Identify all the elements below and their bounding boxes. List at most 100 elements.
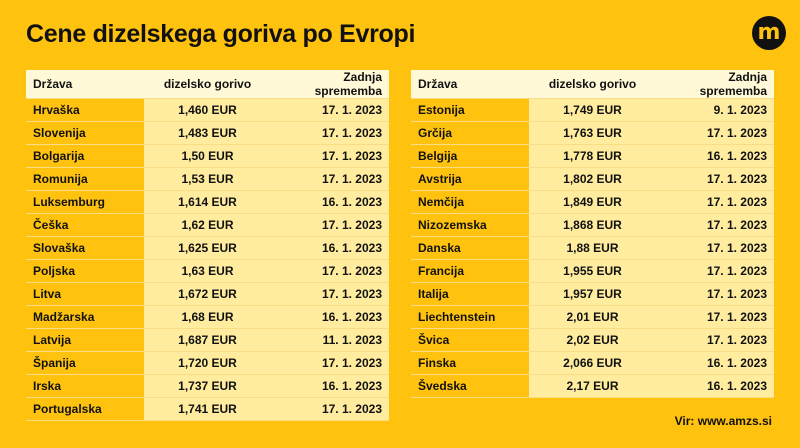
country-cell: Bolgarija (26, 145, 144, 168)
diesel-price-cell: 1,50 EUR (144, 145, 271, 168)
table-row: Nemčija 1,849 EUR 17. 1. 2023 (411, 191, 774, 214)
diesel-price-cell: 1,763 EUR (529, 122, 656, 145)
country-cell: Grčija (411, 122, 529, 145)
table-header-row: Država dizelsko gorivo Zadnja sprememba (26, 70, 389, 99)
diesel-price-cell: 1,741 EUR (144, 398, 271, 421)
country-cell: Luksemburg (26, 191, 144, 214)
country-cell: Švica (411, 329, 529, 352)
country-cell: Španija (26, 352, 144, 375)
last-change-cell: 17. 1. 2023 (656, 283, 774, 306)
last-change-cell: 17. 1. 2023 (656, 168, 774, 191)
source-credit: Vir: www.amzs.si (674, 414, 772, 428)
table-row: Nizozemska 1,868 EUR 17. 1. 2023 (411, 214, 774, 237)
column-header-last-change: Zadnja sprememba (656, 70, 774, 99)
column-header-last-change: Zadnja sprememba (271, 70, 389, 99)
table-row: Irska 1,737 EUR 16. 1. 2023 (26, 375, 389, 398)
diesel-price-cell: 1,802 EUR (529, 168, 656, 191)
last-change-cell: 17. 1. 2023 (271, 283, 389, 306)
column-header-diesel: dizelsko gorivo (144, 70, 271, 99)
table-row: Avstrija 1,802 EUR 17. 1. 2023 (411, 168, 774, 191)
country-cell: Slovenija (26, 122, 144, 145)
table-row: Slovenija 1,483 EUR 17. 1. 2023 (26, 122, 389, 145)
table-row: Danska 1,88 EUR 17. 1. 2023 (411, 237, 774, 260)
last-change-cell: 17. 1. 2023 (656, 329, 774, 352)
table-row: Romunija 1,53 EUR 17. 1. 2023 (26, 168, 389, 191)
last-change-cell: 16. 1. 2023 (271, 306, 389, 329)
diesel-price-cell: 1,868 EUR (529, 214, 656, 237)
table-row: Grčija 1,763 EUR 17. 1. 2023 (411, 122, 774, 145)
table-row: Poljska 1,63 EUR 17. 1. 2023 (26, 260, 389, 283)
last-change-cell: 17. 1. 2023 (271, 168, 389, 191)
last-change-cell: 16. 1. 2023 (271, 237, 389, 260)
country-cell: Francija (411, 260, 529, 283)
price-table-left: Država dizelsko gorivo Zadnja sprememba … (26, 70, 389, 421)
country-cell: Italija (411, 283, 529, 306)
table-row: Češka 1,62 EUR 17. 1. 2023 (26, 214, 389, 237)
diesel-price-cell: 2,01 EUR (529, 306, 656, 329)
last-change-cell: 17. 1. 2023 (271, 122, 389, 145)
table-row: Finska 2,066 EUR 16. 1. 2023 (411, 352, 774, 375)
table-row: Belgija 1,778 EUR 16. 1. 2023 (411, 145, 774, 168)
table-header-row: Država dizelsko gorivo Zadnja sprememba (411, 70, 774, 99)
diesel-price-cell: 1,957 EUR (529, 283, 656, 306)
country-cell: Romunija (26, 168, 144, 191)
diesel-price-cell: 1,849 EUR (529, 191, 656, 214)
table-row: Liechtenstein 2,01 EUR 17. 1. 2023 (411, 306, 774, 329)
diesel-price-cell: 1,62 EUR (144, 214, 271, 237)
table-row: Španija 1,720 EUR 17. 1. 2023 (26, 352, 389, 375)
last-change-cell: 17. 1. 2023 (271, 99, 389, 122)
table-row: Italija 1,957 EUR 17. 1. 2023 (411, 283, 774, 306)
last-change-cell: 17. 1. 2023 (656, 260, 774, 283)
table-row: Švedska 2,17 EUR 16. 1. 2023 (411, 375, 774, 398)
diesel-price-cell: 1,778 EUR (529, 145, 656, 168)
country-cell: Švedska (411, 375, 529, 398)
brand-logo: m (752, 16, 786, 50)
diesel-price-cell: 1,625 EUR (144, 237, 271, 260)
diesel-price-cell: 1,720 EUR (144, 352, 271, 375)
table-row: Francija 1,955 EUR 17. 1. 2023 (411, 260, 774, 283)
column-header-country: Država (26, 70, 144, 99)
table-row: Švica 2,02 EUR 17. 1. 2023 (411, 329, 774, 352)
last-change-cell: 16. 1. 2023 (271, 191, 389, 214)
diesel-price-cell: 1,53 EUR (144, 168, 271, 191)
last-change-cell: 17. 1. 2023 (271, 352, 389, 375)
country-cell: Portugalska (26, 398, 144, 421)
column-header-country: Država (411, 70, 529, 99)
table-row: Estonija 1,749 EUR 9. 1. 2023 (411, 99, 774, 122)
country-cell: Finska (411, 352, 529, 375)
diesel-price-cell: 1,749 EUR (529, 99, 656, 122)
country-cell: Liechtenstein (411, 306, 529, 329)
table-row: Slovaška 1,625 EUR 16. 1. 2023 (26, 237, 389, 260)
last-change-cell: 16. 1. 2023 (656, 145, 774, 168)
diesel-price-cell: 1,672 EUR (144, 283, 271, 306)
price-table-right: Država dizelsko gorivo Zadnja sprememba … (411, 70, 774, 398)
country-cell: Nemčija (411, 191, 529, 214)
table-row: Hrvaška 1,460 EUR 17. 1. 2023 (26, 99, 389, 122)
country-cell: Estonija (411, 99, 529, 122)
country-cell: Latvija (26, 329, 144, 352)
country-cell: Slovaška (26, 237, 144, 260)
table-row: Luksemburg 1,614 EUR 16. 1. 2023 (26, 191, 389, 214)
table-row: Latvija 1,687 EUR 11. 1. 2023 (26, 329, 389, 352)
last-change-cell: 16. 1. 2023 (656, 375, 774, 398)
last-change-cell: 17. 1. 2023 (271, 260, 389, 283)
column-header-diesel: dizelsko gorivo (529, 70, 656, 99)
table-row: Portugalska 1,741 EUR 17. 1. 2023 (26, 398, 389, 421)
country-cell: Danska (411, 237, 529, 260)
diesel-price-cell: 1,63 EUR (144, 260, 271, 283)
country-cell: Nizozemska (411, 214, 529, 237)
last-change-cell: 17. 1. 2023 (656, 306, 774, 329)
table-row: Litva 1,672 EUR 17. 1. 2023 (26, 283, 389, 306)
country-cell: Poljska (26, 260, 144, 283)
country-cell: Irska (26, 375, 144, 398)
diesel-price-cell: 2,066 EUR (529, 352, 656, 375)
country-cell: Madžarska (26, 306, 144, 329)
country-cell: Litva (26, 283, 144, 306)
diesel-price-cell: 1,88 EUR (529, 237, 656, 260)
country-cell: Hrvaška (26, 99, 144, 122)
last-change-cell: 17. 1. 2023 (271, 398, 389, 421)
country-cell: Avstrija (411, 168, 529, 191)
last-change-cell: 16. 1. 2023 (271, 375, 389, 398)
last-change-cell: 17. 1. 2023 (271, 214, 389, 237)
country-cell: Češka (26, 214, 144, 237)
